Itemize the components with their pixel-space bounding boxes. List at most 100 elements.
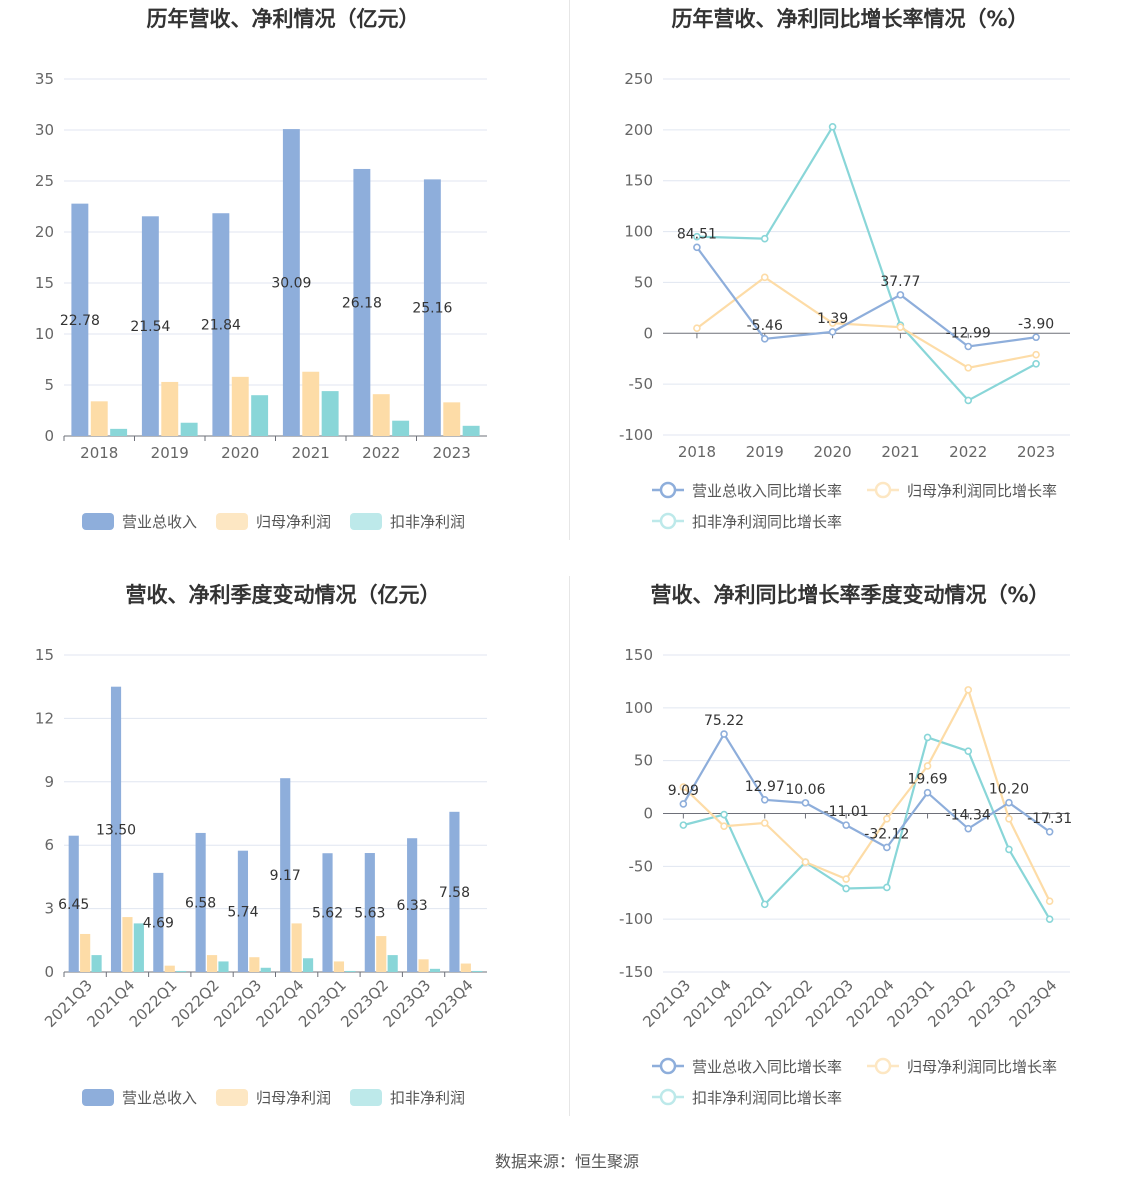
legend-swatch-marker[interactable] [874, 1057, 892, 1075]
bar-revenue [141, 216, 159, 436]
legend-swatch-marker[interactable] [874, 481, 892, 499]
legend-item-label[interactable]: 扣非净利润同比增长率 [692, 513, 842, 531]
legend-item-label[interactable]: 扣非净利润同比增长率 [692, 1089, 842, 1107]
data-label: -32.12 [864, 826, 909, 842]
bar-net-profit [418, 959, 429, 972]
data-label: 5.62 [312, 906, 343, 922]
legend-swatch-marker[interactable] [659, 1088, 677, 1106]
legend-swatch[interactable] [216, 1089, 248, 1106]
bar-deducted-profit [472, 970, 483, 972]
bar-deducted-profit [176, 970, 187, 972]
data-label: 84.51 [677, 226, 717, 242]
annual-growth-rate-chart: 历年营收、净利同比增长率情况（%） 250 200 150 100 50 0 -50 -100 2… [567, 0, 1134, 576]
data-point [720, 730, 728, 738]
data-point [1005, 798, 1013, 807]
legend-swatch[interactable] [216, 513, 248, 530]
data-point [828, 319, 837, 327]
y-tick-label: 15 [35, 646, 54, 664]
data-point [760, 234, 769, 243]
legend-swatch[interactable] [350, 513, 382, 530]
data-point [760, 819, 769, 827]
data-label: 22.78 [60, 313, 100, 329]
y-tick-label: -100 [619, 910, 653, 928]
data-label: 10.06 [785, 782, 825, 798]
y-tick-label: -150 [619, 963, 653, 981]
legend-item-label[interactable]: 营业总收入 [122, 513, 197, 531]
legend-item-label[interactable]: 营业总收入同比增长率 [692, 1058, 842, 1076]
data-point [842, 821, 850, 829]
y-tick-label: 150 [624, 646, 653, 664]
data-point [883, 814, 891, 823]
data-label: 21.84 [201, 318, 241, 334]
data-label: 75.22 [704, 713, 744, 729]
annual-revenue-profit-chart: 历年营收、净利情况（亿元） 35 30 25 20 15 10 5 0 2018 2019 2020 2… [0, 0, 567, 576]
data-point [1005, 814, 1013, 823]
data-label: 6.33 [397, 898, 428, 914]
data-label: 37.77 [880, 274, 920, 290]
y-tick-label: -50 [629, 857, 654, 875]
legend-swatch[interactable] [82, 1089, 114, 1106]
bar-revenue [322, 853, 333, 972]
data-point [842, 884, 850, 893]
bar-deducted-profit [91, 955, 102, 972]
legend-item-label[interactable]: 营业总收入 [122, 1089, 197, 1107]
bar-revenue [71, 203, 89, 436]
data-label: 19.69 [908, 772, 948, 788]
panel-divider [569, 576, 570, 1116]
legend-item-label[interactable]: 营业总收入同比增长率 [692, 482, 842, 500]
legend-swatch-marker[interactable] [659, 1057, 677, 1075]
y-tick-label: 35 [35, 70, 54, 88]
bar-net-profit [122, 917, 133, 972]
legend-item-label[interactable]: 扣非净利润 [390, 1089, 465, 1107]
bar-revenue [423, 179, 441, 437]
y-tick-label: 0 [643, 805, 653, 823]
data-point [1005, 845, 1013, 854]
legend-item-label[interactable]: 归母净利润 [256, 513, 331, 531]
data-label: 26.18 [342, 295, 382, 311]
bar-net-profit [302, 371, 320, 436]
data-label: -14.34 [946, 808, 991, 824]
data-point [679, 800, 688, 808]
legend-swatch[interactable] [82, 513, 114, 530]
data-label: 9.09 [668, 783, 699, 799]
bar-net-profit [376, 936, 387, 972]
legend-item-label[interactable]: 归母净利润 [256, 1089, 331, 1107]
legend-swatch-marker[interactable] [659, 512, 677, 530]
x-tick-label: 2019 [151, 444, 189, 462]
data-point [693, 324, 701, 333]
chart-title: 历年营收、净利同比增长率情况（%） [671, 7, 1028, 31]
annual-growth-line-svg: 历年营收、净利同比增长率情况（%） 250 200 150 100 50 0 -50 -100 2… [619, 7, 1070, 531]
bar-revenue [212, 213, 230, 436]
legend-item-label[interactable]: 归母净利润同比增长率 [907, 1058, 1057, 1076]
series-line-revenue [682, 731, 1051, 849]
data-label: 5.74 [227, 904, 258, 920]
legend-swatch[interactable] [350, 1089, 382, 1106]
y-tick-label: -100 [619, 426, 653, 444]
legend-swatch-marker[interactable] [659, 481, 677, 499]
series-line-deducted-profit [696, 124, 1037, 402]
y-tick-label: 5 [44, 376, 54, 394]
y-tick-label: 25 [35, 172, 54, 190]
data-label: 10.20 [989, 782, 1029, 798]
chart-title: 历年营收、净利情况（亿元） [147, 7, 420, 31]
y-tick-label: 3 [44, 900, 54, 918]
y-tick-label: 12 [35, 709, 54, 727]
data-label: 12.97 [745, 779, 785, 795]
legend-item-label[interactable]: 扣非净利润 [390, 513, 465, 531]
data-point [964, 686, 973, 694]
data-point [964, 396, 973, 405]
x-tick-label: 2022 [362, 444, 400, 462]
data-point [693, 232, 701, 241]
bar-revenue [195, 832, 206, 972]
y-tick-label: -50 [629, 375, 654, 393]
x-tick-label: 2018 [678, 443, 716, 461]
legend-item-label[interactable]: 归母净利润同比增长率 [907, 482, 1057, 500]
x-tick-label: 2023 [433, 444, 471, 462]
data-label: -5.46 [747, 318, 783, 334]
data-point [964, 824, 973, 833]
y-tick-label: 20 [35, 223, 54, 241]
bar-deducted-profit [462, 425, 480, 436]
data-point [1045, 915, 1054, 923]
data-label: 6.45 [58, 897, 89, 913]
data-point [693, 243, 701, 252]
